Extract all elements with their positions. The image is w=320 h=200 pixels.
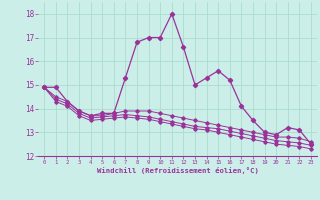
X-axis label: Windchill (Refroidissement éolien,°C): Windchill (Refroidissement éolien,°C): [97, 167, 259, 174]
